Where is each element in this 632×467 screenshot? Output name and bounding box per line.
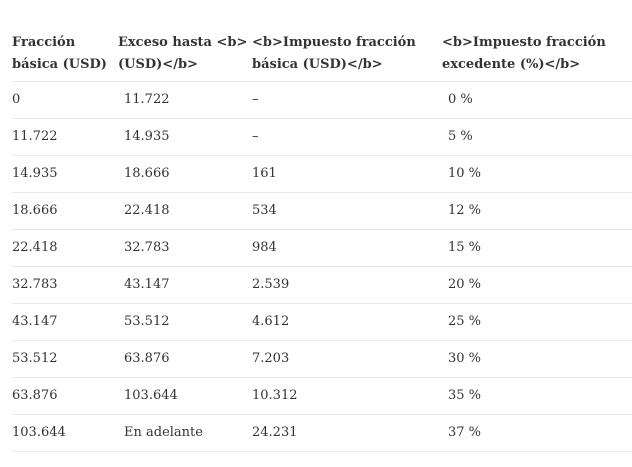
cell-exceso-hasta: 103.644 (116, 377, 252, 415)
table-row: 53.512 63.876 7.203 30 % (12, 340, 632, 378)
cell-exceso-hasta: 43.147 (116, 266, 252, 304)
cell-impuesto-basica: 24.231 (252, 414, 442, 452)
cell-fraccion-basica: 11.722 (12, 118, 116, 156)
cell-exceso-hasta: 11.722 (116, 81, 252, 119)
cell-exceso-hasta: 32.783 (116, 229, 252, 267)
header-impuesto-fraccion-excedente: <b>Impuesto fracción excedente (%)</b> (442, 28, 632, 82)
cell-impuesto-excedente: 25 % (442, 303, 632, 341)
cell-impuesto-excedente: 10 % (442, 155, 632, 193)
cell-exceso-hasta: 22.418 (116, 192, 252, 230)
header-impuesto-fraccion-basica: <b>Impuesto fracción básica (USD)</b> (252, 28, 442, 82)
cell-impuesto-basica: 4.612 (252, 303, 442, 341)
table-row: 43.147 53.512 4.612 25 % (12, 303, 632, 341)
table-row: 22.418 32.783 984 15 % (12, 229, 632, 267)
cell-impuesto-excedente: 12 % (442, 192, 632, 230)
cell-impuesto-excedente: 5 % (442, 118, 632, 156)
cell-impuesto-basica: 2.539 (252, 266, 442, 304)
cell-fraccion-basica: 22.418 (12, 229, 116, 267)
cell-impuesto-excedente: 20 % (442, 266, 632, 304)
table-row: 0 11.722 – 0 % (12, 81, 632, 119)
cell-exceso-hasta: 18.666 (116, 155, 252, 193)
cell-impuesto-basica: 984 (252, 229, 442, 267)
cell-impuesto-basica: – (252, 81, 442, 119)
cell-fraccion-basica: 43.147 (12, 303, 116, 341)
table-row: 103.644 En adelante 24.231 37 % (12, 414, 632, 452)
cell-impuesto-excedente: 35 % (442, 377, 632, 415)
table-row: 32.783 43.147 2.539 20 % (12, 266, 632, 304)
cell-exceso-hasta: 14.935 (116, 118, 252, 156)
tax-bracket-table: Fracción básica (USD) Exceso hasta <b> (… (12, 28, 632, 452)
cell-impuesto-excedente: 15 % (442, 229, 632, 267)
table-row: 63.876 103.644 10.312 35 % (12, 377, 632, 415)
cell-fraccion-basica: 14.935 (12, 155, 116, 193)
cell-impuesto-basica: 534 (252, 192, 442, 230)
header-exceso-hasta: Exceso hasta <b> (USD)</b> (116, 28, 252, 82)
cell-impuesto-excedente: 30 % (442, 340, 632, 378)
table-row: 14.935 18.666 161 10 % (12, 155, 632, 193)
cell-exceso-hasta: 53.512 (116, 303, 252, 341)
cell-fraccion-basica: 32.783 (12, 266, 116, 304)
cell-impuesto-excedente: 37 % (442, 414, 632, 452)
cell-fraccion-basica: 63.876 (12, 377, 116, 415)
cell-impuesto-basica: – (252, 118, 442, 156)
cell-fraccion-basica: 103.644 (12, 414, 116, 452)
cell-fraccion-basica: 0 (12, 81, 116, 119)
header-row: Fracción básica (USD) Exceso hasta <b> (… (12, 28, 632, 82)
cell-impuesto-basica: 7.203 (252, 340, 442, 378)
table-row: 18.666 22.418 534 12 % (12, 192, 632, 230)
table-header: Fracción básica (USD) Exceso hasta <b> (… (12, 28, 632, 82)
table-row: 11.722 14.935 – 5 % (12, 118, 632, 156)
cell-fraccion-basica: 18.666 (12, 192, 116, 230)
cell-impuesto-basica: 10.312 (252, 377, 442, 415)
header-fraccion-basica: Fracción básica (USD) (12, 28, 116, 82)
cell-exceso-hasta: En adelante (116, 414, 252, 452)
cell-impuesto-basica: 161 (252, 155, 442, 193)
cell-impuesto-excedente: 0 % (442, 81, 632, 119)
cell-fraccion-basica: 53.512 (12, 340, 116, 378)
cell-exceso-hasta: 63.876 (116, 340, 252, 378)
table-body: 0 11.722 – 0 % 11.722 14.935 – 5 % 14.93… (12, 81, 632, 452)
